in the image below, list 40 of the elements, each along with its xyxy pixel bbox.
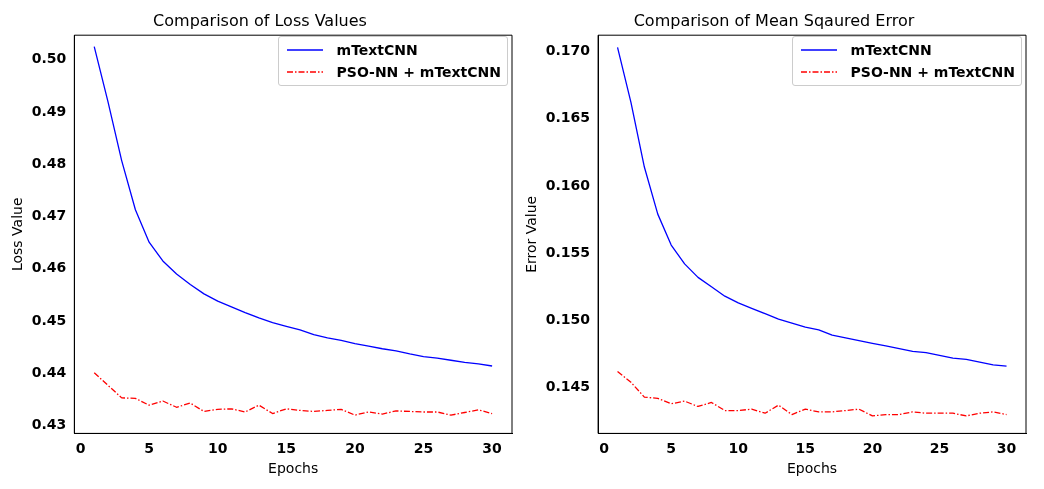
x-tick-label: 5 bbox=[666, 440, 677, 457]
y-tick-label: 0.48 bbox=[31, 154, 67, 171]
legend-label: mTextCNN bbox=[336, 42, 418, 58]
y-tick-label: 0.150 bbox=[545, 311, 591, 328]
x-tick-label: 10 bbox=[728, 440, 749, 457]
y-tick-label: 0.43 bbox=[31, 416, 67, 433]
x-tick-label: 15 bbox=[795, 440, 816, 457]
x-tick-label: 15 bbox=[276, 440, 297, 457]
y-tick-label: 0.45 bbox=[31, 311, 67, 328]
x-tick-label: 0 bbox=[75, 440, 86, 457]
y-tick-label: 0.145 bbox=[545, 378, 591, 395]
y-axis-title: Loss Value bbox=[9, 197, 26, 272]
y-tick-label: 0.50 bbox=[31, 50, 67, 67]
chart-title: Comparison of Mean Sqaured Error bbox=[633, 10, 915, 30]
y-axis-title: Error Value bbox=[523, 195, 540, 273]
x-axis-title: Epochs bbox=[786, 460, 838, 477]
legend-label: mTextCNN bbox=[850, 42, 932, 58]
chart-title: Comparison of Loss Values bbox=[153, 10, 367, 30]
x-tick-label: 5 bbox=[144, 440, 154, 457]
y-tick-label: 0.170 bbox=[545, 41, 591, 58]
y-tick-label: 0.46 bbox=[31, 259, 67, 276]
x-tick-label: 25 bbox=[413, 440, 434, 457]
x-tick-label: 10 bbox=[207, 440, 228, 457]
line-series bbox=[93, 372, 493, 416]
x-tick-label: 0 bbox=[599, 440, 610, 457]
y-tick-label: 0.165 bbox=[545, 109, 591, 126]
legend-label: PSO-NN + mTextCNN bbox=[850, 64, 1015, 80]
y-tick-label: 0.155 bbox=[545, 243, 591, 260]
x-tick-label: 20 bbox=[345, 440, 365, 457]
x-tick-label: 30 bbox=[482, 440, 503, 457]
y-tick-label: 0.44 bbox=[31, 363, 67, 380]
line-series bbox=[616, 370, 1008, 417]
x-tick-label: 30 bbox=[996, 440, 1017, 457]
x-axis-title: Epochs bbox=[268, 460, 319, 477]
y-tick-label: 0.47 bbox=[31, 207, 67, 224]
legend-label: PSO-NN + mTextCNN bbox=[336, 64, 501, 80]
y-tick-label: 0.160 bbox=[545, 176, 591, 193]
x-tick-label: 25 bbox=[929, 440, 950, 457]
x-tick-label: 20 bbox=[862, 440, 883, 457]
y-tick-label: 0.49 bbox=[31, 102, 67, 119]
